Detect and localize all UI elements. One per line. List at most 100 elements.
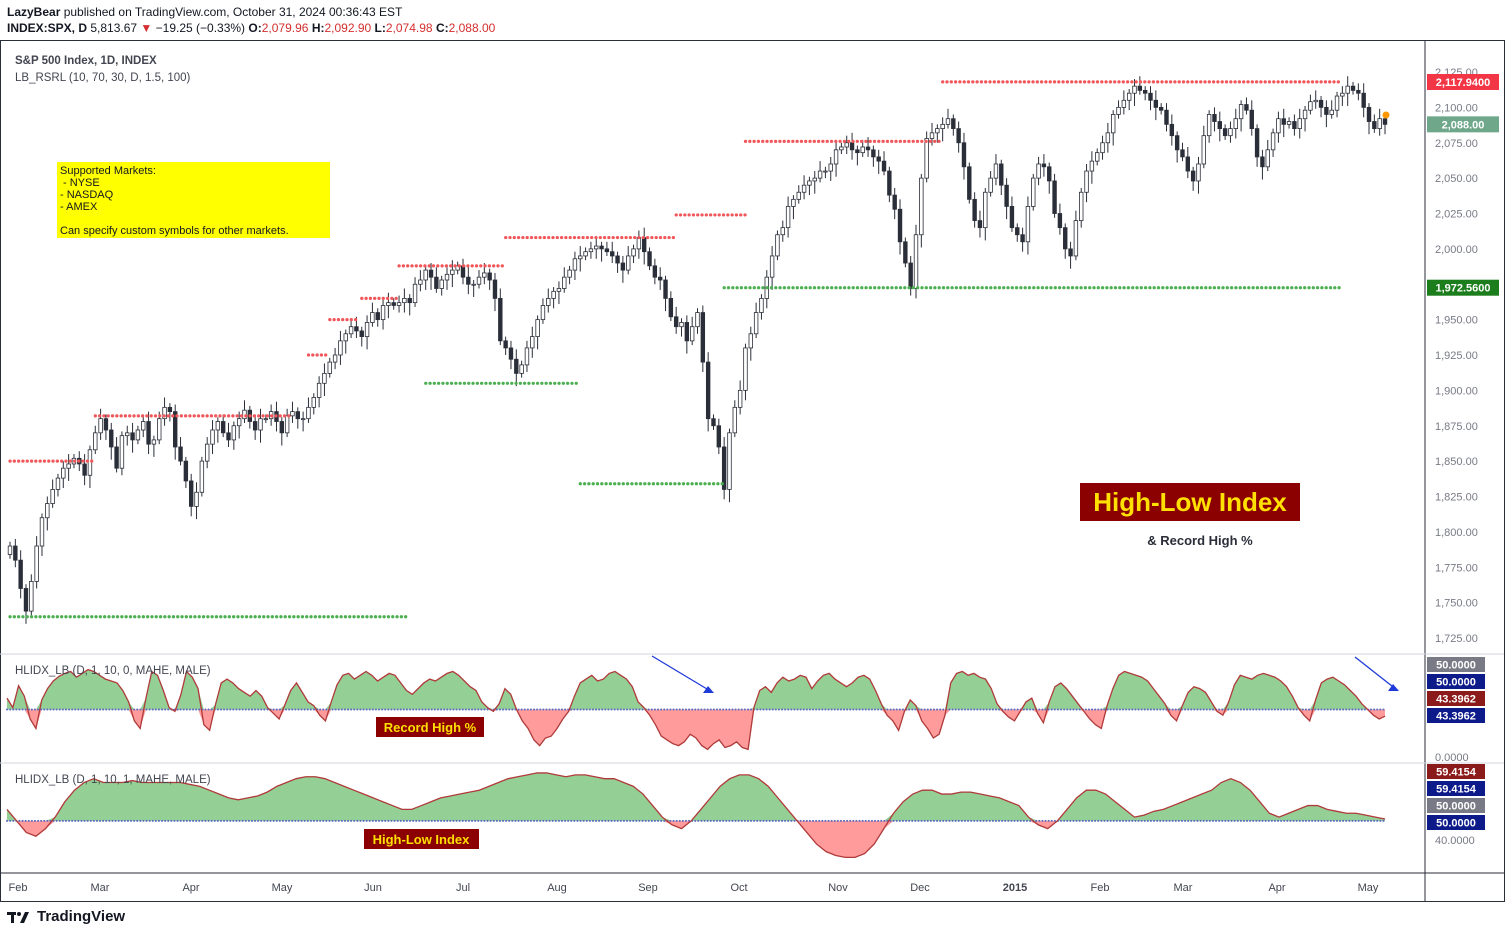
- candle: [1265, 139, 1270, 172]
- candle: [1329, 100, 1334, 119]
- candle-body: [855, 149, 860, 154]
- candle-body: [1036, 163, 1041, 179]
- tradingview-logo-icon: [7, 911, 29, 923]
- tradingview-logo[interactable]: TradingView: [7, 908, 125, 925]
- record-high-area-above: [7, 669, 1385, 710]
- candle-body: [1302, 109, 1308, 120]
- candle: [951, 114, 956, 136]
- candle: [189, 473, 194, 517]
- close-value: 2,088.00: [448, 21, 496, 35]
- candle-body: [364, 322, 370, 338]
- candle-body: [668, 297, 674, 318]
- candle: [919, 173, 924, 248]
- candle: [775, 230, 780, 261]
- candle: [807, 176, 812, 196]
- candle: [87, 445, 93, 489]
- candle-body: [1009, 206, 1015, 229]
- main-legend-title[interactable]: S&P 500 Index, 1D, INDEX: [15, 55, 157, 67]
- x-tick-label: Mar: [1174, 882, 1193, 894]
- candle-body: [567, 269, 572, 278]
- candle-body: [1350, 85, 1356, 91]
- candle: [967, 162, 972, 204]
- candle-body: [316, 382, 322, 398]
- candle: [279, 417, 285, 446]
- record-high-pane[interactable]: [6, 668, 1386, 751]
- candle-body: [1137, 85, 1143, 91]
- candle: [119, 431, 125, 476]
- banner-title: High-Low Index: [1093, 487, 1287, 517]
- pane3-value-label: 59.4154: [1427, 764, 1485, 779]
- candle: [668, 291, 674, 322]
- candle: [1276, 111, 1281, 143]
- candle-body: [34, 545, 39, 582]
- candle-body: [460, 265, 466, 278]
- candle-body: [1233, 118, 1238, 129]
- axes[interactable]: 2,125.002,100.002,075.002,050.002,025.00…: [9, 67, 1499, 894]
- candle: [34, 536, 39, 589]
- candle-body: [988, 177, 993, 193]
- candle: [1169, 114, 1175, 146]
- candle: [753, 302, 759, 339]
- candle: [348, 319, 354, 339]
- candle: [673, 306, 679, 334]
- candle-body: [151, 439, 157, 445]
- candle: [945, 108, 951, 129]
- candle: [476, 270, 482, 289]
- candle-body: [620, 262, 626, 271]
- candle: [290, 401, 295, 423]
- candle: [1217, 111, 1222, 142]
- candle: [93, 425, 98, 455]
- pane2-value-label-text: 43.3962: [1436, 711, 1476, 723]
- candle: [1270, 128, 1276, 157]
- candle-body: [631, 248, 636, 257]
- price-chart[interactable]: 2,125.002,100.002,075.002,050.002,025.00…: [0, 40, 1511, 902]
- indicator-legend[interactable]: LB_RSRL (10, 70, 30, D, 1.5, 100): [15, 72, 191, 84]
- candle: [1350, 81, 1356, 95]
- author-name[interactable]: LazyBear: [7, 5, 61, 19]
- candle: [988, 171, 993, 197]
- candle: [439, 275, 444, 296]
- candle-body: [1142, 89, 1148, 94]
- candle-body: [103, 418, 109, 431]
- candle-body: [642, 237, 647, 253]
- candle-body: [1084, 170, 1089, 193]
- candle: [913, 224, 919, 299]
- candle-body: [775, 234, 780, 257]
- candle: [1110, 110, 1116, 146]
- candle: [711, 414, 716, 430]
- record-high-line: [6, 668, 1386, 751]
- pane2-value-label-text: 43.3962: [1436, 694, 1476, 706]
- candle-body: [119, 435, 125, 469]
- candle: [1084, 163, 1089, 203]
- high-low-index-pane[interactable]: [6, 772, 1386, 859]
- candle-body: [908, 262, 913, 289]
- pane2-legend[interactable]: HLIDX_LB (D, 1, 10, 0, MAHE, MALE): [15, 665, 211, 677]
- y-tick-label: 2,050.00: [1435, 173, 1478, 185]
- high-low-index-area-below: [7, 820, 1385, 858]
- candle: [242, 400, 247, 423]
- candle-body: [338, 340, 343, 356]
- candle: [146, 411, 151, 455]
- candle-body: [935, 128, 940, 134]
- symbol-name[interactable]: INDEX:SPX, D: [7, 21, 88, 35]
- candle-body: [18, 559, 23, 589]
- pane3-legend[interactable]: HLIDX_LB (D, 1, 10, 1, MAHE, MALE): [15, 774, 211, 786]
- candle: [1174, 131, 1180, 163]
- candle-body: [876, 156, 881, 162]
- candle-body: [983, 191, 988, 229]
- candle-body: [695, 312, 700, 328]
- candle: [588, 241, 594, 259]
- candle-body: [626, 255, 631, 271]
- candle-body: [295, 411, 300, 420]
- candle: [343, 329, 348, 354]
- candle-body: [993, 163, 999, 179]
- candle-body: [817, 170, 823, 179]
- candle: [1020, 227, 1025, 252]
- candle-body: [332, 354, 338, 363]
- candle: [1254, 124, 1260, 167]
- arrow-head-icon: [1388, 684, 1399, 691]
- main-pane[interactable]: [7, 76, 1390, 624]
- y-tick-label: 1,950.00: [1435, 315, 1478, 327]
- candle: [183, 456, 189, 489]
- candle: [1105, 122, 1111, 153]
